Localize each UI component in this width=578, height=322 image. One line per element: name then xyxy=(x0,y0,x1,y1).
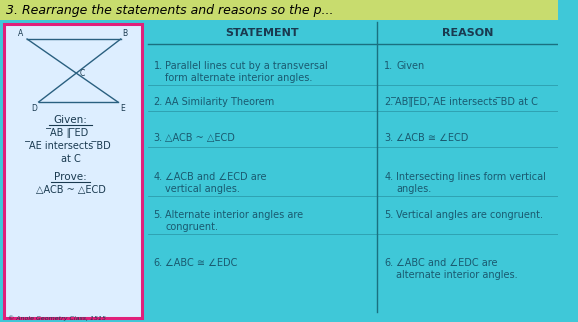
Text: Given: Given xyxy=(396,61,424,71)
Text: Parallel lines cut by a transversal
form alternate interior angles.: Parallel lines cut by a transversal form… xyxy=(165,61,328,83)
Text: 2.: 2. xyxy=(154,97,163,107)
Text: ∠ACB ≅ ∠ECD: ∠ACB ≅ ∠ECD xyxy=(396,133,468,143)
Text: ∠ACB and ∠ECD are
vertical angles.: ∠ACB and ∠ECD are vertical angles. xyxy=(165,172,266,194)
Text: ̅AB∥̅ED, ̅AE intersects ̅BD at C: ̅AB∥̅ED, ̅AE intersects ̅BD at C xyxy=(396,97,539,107)
Text: B: B xyxy=(123,29,128,38)
Text: 4.: 4. xyxy=(154,172,163,182)
Text: STATEMENT: STATEMENT xyxy=(225,28,299,38)
Text: 5.: 5. xyxy=(384,210,394,220)
Text: Alternate interior angles are
congruent.: Alternate interior angles are congruent. xyxy=(165,210,303,232)
Text: 3.: 3. xyxy=(154,133,163,143)
Text: E: E xyxy=(120,104,124,113)
Text: C: C xyxy=(79,69,84,78)
Text: AA Similarity Theorem: AA Similarity Theorem xyxy=(165,97,275,107)
Text: ∠ABC ≅ ∠EDC: ∠ABC ≅ ∠EDC xyxy=(165,258,238,268)
Text: △ACB ~ △ECD: △ACB ~ △ECD xyxy=(165,133,235,143)
Text: 6.: 6. xyxy=(154,258,163,268)
Text: at C: at C xyxy=(61,154,80,164)
Text: 2.: 2. xyxy=(384,97,394,107)
Text: 5.: 5. xyxy=(154,210,163,220)
Text: Vertical angles are congruent.: Vertical angles are congruent. xyxy=(396,210,543,220)
FancyBboxPatch shape xyxy=(4,24,142,318)
Text: 1.: 1. xyxy=(154,61,163,71)
Text: ̅AB ∥ ̅ED: ̅AB ∥ ̅ED xyxy=(51,128,90,138)
Text: 6.: 6. xyxy=(384,258,394,268)
Text: Intersecting lines form vertical
angles.: Intersecting lines form vertical angles. xyxy=(396,172,546,194)
Text: 3.: 3. xyxy=(384,133,394,143)
Text: D: D xyxy=(31,104,37,113)
Text: Given:: Given: xyxy=(54,115,87,125)
Text: ∠ABC and ∠EDC are
alternate interior angles.: ∠ABC and ∠EDC are alternate interior ang… xyxy=(396,258,518,279)
Text: REASON: REASON xyxy=(442,28,493,38)
Text: △ACB ~ △ECD: △ACB ~ △ECD xyxy=(36,185,105,195)
Text: Prove:: Prove: xyxy=(54,172,87,182)
Text: 4.: 4. xyxy=(384,172,394,182)
Text: 3. Rearrange the statements and reasons so the p...: 3. Rearrange the statements and reasons … xyxy=(6,4,334,16)
Text: 1.: 1. xyxy=(384,61,394,71)
Text: ̅AE intersects ̅BD: ̅AE intersects ̅BD xyxy=(29,141,112,151)
Text: A: A xyxy=(18,29,23,38)
FancyBboxPatch shape xyxy=(0,0,558,20)
Text: © Anole Geometry Class, 1515: © Anole Geometry Class, 1515 xyxy=(8,315,106,321)
